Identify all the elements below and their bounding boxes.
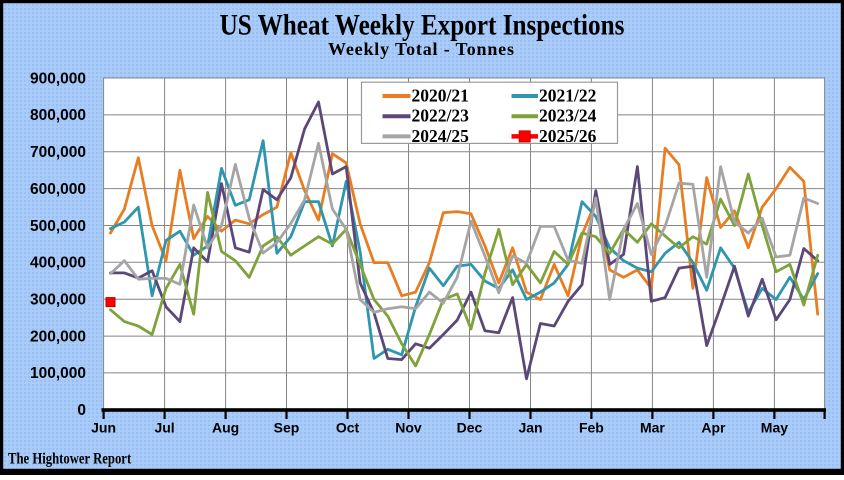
- svg-text:Jul: Jul: [154, 420, 174, 436]
- svg-text:400,000: 400,000: [30, 255, 86, 272]
- svg-text:600,000: 600,000: [30, 181, 86, 198]
- svg-text:US Wheat Weekly Export Inspect: US Wheat Weekly Export Inspections: [220, 7, 625, 41]
- svg-text:0: 0: [77, 402, 86, 419]
- svg-text:100,000: 100,000: [30, 365, 86, 382]
- svg-text:Jan: Jan: [518, 420, 542, 436]
- svg-text:Jun: Jun: [91, 420, 116, 436]
- svg-text:Dec: Dec: [457, 420, 483, 436]
- svg-text:2024/25: 2024/25: [412, 126, 470, 146]
- svg-text:2025/26: 2025/26: [539, 126, 597, 146]
- svg-text:300,000: 300,000: [30, 292, 86, 309]
- svg-text:May: May: [761, 420, 788, 436]
- svg-text:Oct: Oct: [336, 420, 360, 436]
- svg-text:2023/24: 2023/24: [539, 106, 597, 126]
- svg-text:2022/23: 2022/23: [412, 106, 470, 126]
- svg-text:900,000: 900,000: [30, 70, 86, 87]
- svg-text:Mar: Mar: [640, 420, 665, 436]
- svg-text:Nov: Nov: [395, 420, 422, 436]
- svg-text:2021/22: 2021/22: [539, 86, 596, 106]
- svg-text:200,000: 200,000: [30, 328, 86, 345]
- svg-text:Sep: Sep: [274, 420, 300, 436]
- svg-text:2020/21: 2020/21: [412, 86, 469, 106]
- svg-text:Apr: Apr: [701, 420, 726, 436]
- svg-text:The Hightower Report: The Hightower Report: [8, 450, 131, 467]
- svg-text:700,000: 700,000: [30, 144, 86, 161]
- svg-text:800,000: 800,000: [30, 107, 86, 124]
- svg-text:500,000: 500,000: [30, 218, 86, 235]
- svg-text:Feb: Feb: [579, 420, 604, 436]
- svg-text:Weekly Total - Tonnes: Weekly Total - Tonnes: [328, 39, 514, 59]
- svg-text:Aug: Aug: [212, 420, 239, 436]
